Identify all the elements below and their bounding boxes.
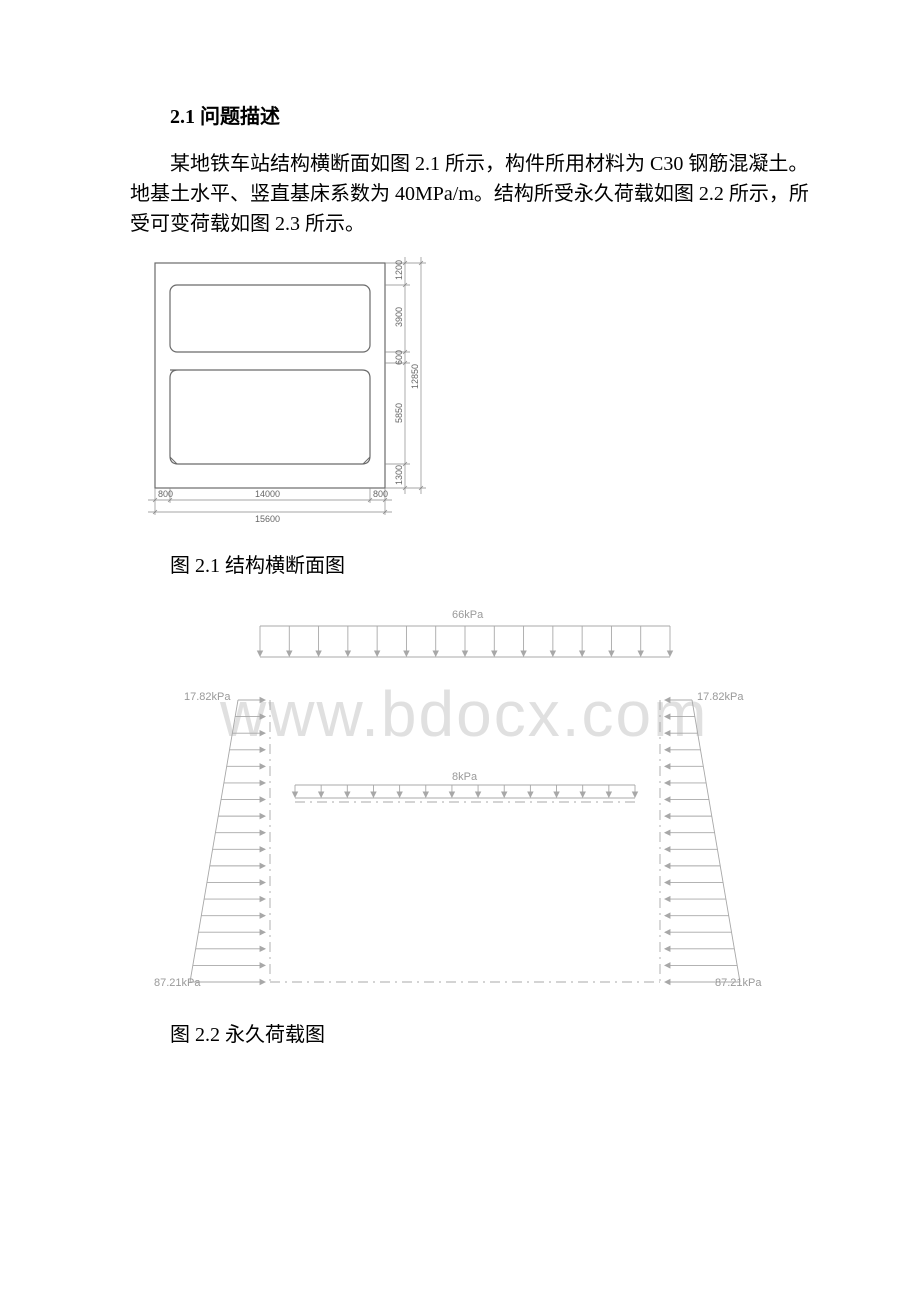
dim-total-height: 12850 <box>410 364 420 389</box>
dim-span: 14000 <box>255 489 280 499</box>
top-load-label: 66kPa <box>452 609 484 621</box>
right-top-load: 17.82kPa <box>697 691 744 703</box>
figure-2-1-caption: 图 2.1 结构横断面图 <box>130 549 820 578</box>
dim-total-width: 15600 <box>255 514 280 524</box>
section-title: 2.1 问题描述 <box>130 100 820 129</box>
section-title-text: 问题描述 <box>200 106 280 128</box>
paragraph-text: 某地铁车站结构横断面如图 2.1 所示，构件所用材料为 C30 钢筋混凝土。地基… <box>130 149 820 239</box>
figure-2-1: 800 14000 800 15600 1200 3900 600 5850 1… <box>130 253 820 533</box>
dim-top-slab: 1200 <box>394 260 404 280</box>
dim-lower-clear: 5850 <box>394 403 404 423</box>
dim-right-wall: 800 <box>373 489 388 499</box>
right-bot-load: 87.21kPa <box>715 977 762 989</box>
left-bot-load: 87.21kPa <box>154 977 201 989</box>
dim-mid-slab: 600 <box>394 350 404 365</box>
figure-2-2-caption: 图 2.2 永久荷载图 <box>130 1018 820 1047</box>
dim-upper-clear: 3900 <box>394 307 404 327</box>
dim-left-wall: 800 <box>158 489 173 499</box>
cross-section-svg: 800 14000 800 15600 1200 3900 600 5850 1… <box>130 253 460 533</box>
figure-2-2: www.bdocx.com 66kPa <box>130 602 820 1002</box>
left-top-load: 17.82kPa <box>184 691 231 703</box>
section-number: 2.1 <box>170 106 195 128</box>
dim-bottom-slab: 1300 <box>394 465 404 485</box>
mid-load-label: 8kPa <box>452 771 478 783</box>
load-diagram-svg: 66kPa 8kPa 17.82kPa 87.21kPa <box>130 602 770 1002</box>
